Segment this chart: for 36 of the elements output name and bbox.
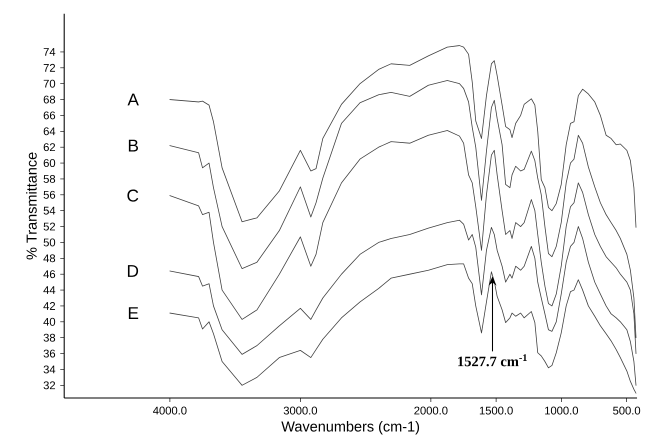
y-tick-label: 64	[44, 127, 56, 136]
x-tick-label: 3000.0	[284, 406, 318, 414]
y-tick-label: 60	[44, 158, 56, 167]
y-tick-label: 38	[44, 334, 56, 342]
y-tick-label: 66	[44, 111, 56, 120]
y-tick-label: 42	[43, 302, 56, 310]
y-tick-label: 44	[43, 286, 56, 294]
x-tick-label: 1000.0	[545, 406, 578, 414]
y-tick-label: 40	[43, 318, 56, 326]
series-label: C	[127, 189, 138, 202]
x-tick-label: 1500.0	[480, 406, 513, 414]
y-axis-title: % Transmittance	[26, 152, 37, 260]
y-tick-label: 62	[44, 143, 56, 151]
y-tick-label: 32	[44, 381, 56, 390]
y-tick-label: 58	[44, 174, 56, 183]
y-tick-label: 56	[44, 190, 56, 199]
y-tick-label: 46	[43, 270, 56, 278]
annotation: 1527.7 cm$^{-1}$	[458, 354, 527, 366]
series-label: B	[128, 140, 138, 152]
x-tick-label: 4000.0	[153, 406, 187, 414]
y-tick-label: 70	[44, 80, 56, 88]
x-axis-title: Wavenumbers (cm-1)	[281, 420, 420, 434]
y-tick-label: 54	[44, 206, 56, 214]
y-tick-label: 72	[44, 64, 56, 72]
x-tick-label: 500.0	[613, 406, 640, 414]
y-tick-label: 74	[44, 48, 56, 56]
y-tick-label: 48	[43, 254, 56, 262]
y-tick-label: 36	[44, 349, 56, 358]
y-tick-label: 52	[44, 222, 56, 230]
series-label: D	[128, 264, 138, 277]
series-label: A	[128, 93, 139, 106]
series-label: E	[128, 306, 138, 319]
y-tick-label: 50	[44, 238, 56, 246]
y-tick-label: 68	[44, 95, 56, 104]
x-tick-label: 2000.0	[414, 406, 448, 414]
y-tick-label: 34	[44, 365, 56, 374]
